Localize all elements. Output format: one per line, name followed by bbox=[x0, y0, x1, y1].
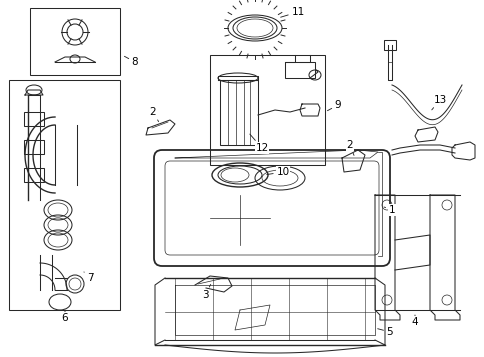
Text: 13: 13 bbox=[431, 95, 446, 110]
Text: 7: 7 bbox=[84, 272, 93, 283]
Text: 5: 5 bbox=[377, 327, 393, 337]
Text: 6: 6 bbox=[61, 310, 68, 323]
Text: 2: 2 bbox=[150, 107, 158, 122]
Text: 9: 9 bbox=[327, 100, 341, 111]
Text: 4: 4 bbox=[411, 315, 417, 327]
Bar bbox=[24, 140, 44, 154]
Bar bbox=[383, 40, 395, 50]
Text: 8: 8 bbox=[124, 56, 138, 67]
Bar bbox=[220, 80, 257, 145]
Bar bbox=[24, 168, 44, 182]
Text: 12: 12 bbox=[249, 134, 268, 153]
Bar bbox=[9, 80, 120, 310]
Text: 3: 3 bbox=[201, 285, 210, 300]
Bar bbox=[30, 8, 120, 75]
Bar bbox=[285, 62, 314, 78]
Bar bbox=[210, 55, 324, 165]
Text: 2: 2 bbox=[346, 140, 353, 155]
Text: 11: 11 bbox=[280, 7, 304, 17]
Bar bbox=[24, 112, 44, 126]
Text: 10: 10 bbox=[266, 167, 289, 177]
Text: 1: 1 bbox=[383, 205, 394, 215]
